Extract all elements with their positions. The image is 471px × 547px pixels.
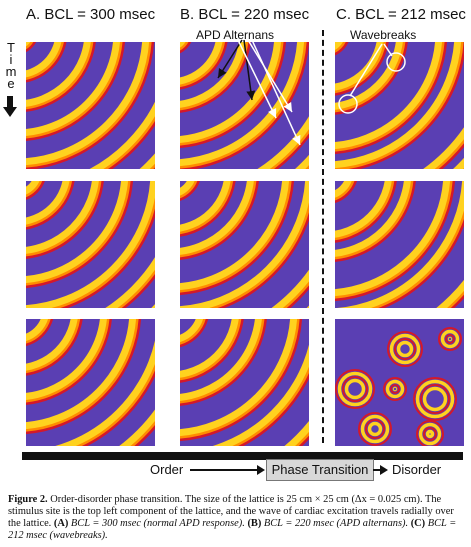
caption-a-label: (A) <box>53 518 69 529</box>
simulation-panel <box>335 319 464 446</box>
phase-transition-box: Phase Transition <box>266 459 374 481</box>
simulation-panel <box>180 319 309 446</box>
column-a-title: A. BCL = 300 msec <box>26 6 156 23</box>
column-c-title: C. BCL = 212 msec <box>336 6 466 23</box>
caption-figure-label: Figure 2. <box>8 494 48 505</box>
caption-a-text: BCL = 300 msec (normal APD response). <box>68 518 248 529</box>
caption-c-text: BCL = 212 msec (wavebreaks). <box>8 518 457 541</box>
apd-alternans-label: APD Alternans <box>196 28 275 42</box>
caption-text: Order-disorder phase transition. The siz… <box>8 494 454 529</box>
bottom-bar <box>22 452 463 460</box>
wavebreaks-label: Wavebreaks <box>350 28 417 42</box>
time-arrow-down-icon <box>3 107 17 117</box>
phase-divider-line <box>322 30 324 443</box>
order-label: Order <box>150 462 184 477</box>
simulation-panel <box>335 181 464 308</box>
caption-b-label: (B) <box>247 518 262 529</box>
simulation-panel <box>26 42 155 169</box>
simulation-panel <box>26 319 155 446</box>
disorder-label: Disorder <box>392 462 442 477</box>
caption-c-label: (C) <box>410 518 426 529</box>
simulation-panel <box>335 42 464 169</box>
time-arrow-shaft <box>7 96 13 108</box>
order-arrow-right-icon <box>257 465 265 475</box>
simulation-panel <box>180 181 309 308</box>
simulation-panel <box>180 42 309 169</box>
order-arrow-line <box>190 469 258 471</box>
simulation-panel <box>26 181 155 308</box>
disorder-arrow-right-icon <box>380 465 388 475</box>
caption-b-text: BCL = 220 msec (APD alternans). <box>261 518 411 529</box>
figure-caption: Figure 2. Order-disorder phase transitio… <box>8 494 466 542</box>
column-b-title: B. BCL = 220 msec <box>180 6 310 23</box>
disorder-arrow-line <box>373 469 381 471</box>
